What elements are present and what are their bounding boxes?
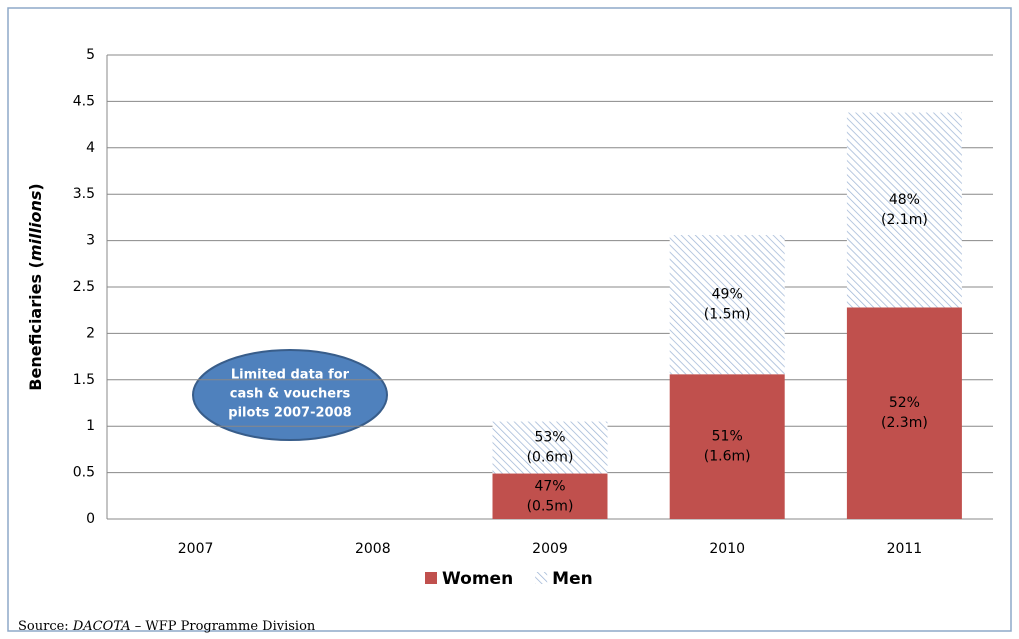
value-label-line: 48% (889, 192, 920, 208)
value-label-line: (1.5m) (704, 307, 751, 323)
value-label: 49% (1.5m) (704, 287, 751, 323)
y-tick-label: 3 (86, 233, 95, 249)
source-part: DACOTA (72, 619, 131, 634)
value-label-line: (0.5m) (527, 498, 574, 514)
legend-swatch (425, 572, 437, 584)
y-tick-label: 0 (86, 511, 95, 527)
bar-segment (846, 112, 962, 308)
value-label-line: 53% (534, 430, 565, 446)
value-label-line: 49% (712, 287, 743, 303)
value-label-line: 47% (534, 478, 565, 494)
bar-segment (669, 374, 785, 519)
source-part: Source: (18, 619, 73, 634)
value-label: 48% (2.1m) (881, 192, 928, 228)
legend-swatch (535, 572, 548, 584)
bar-segment (492, 473, 608, 519)
source: Source: DACOTA – WFP Programme Division (18, 619, 316, 634)
value-label-line: (2.3m) (881, 415, 928, 431)
x-tick-label: 2007 (178, 541, 214, 557)
y-label-part: millions (26, 191, 45, 262)
legend-label: Men (552, 569, 593, 589)
y-tick-label: 5 (86, 47, 95, 63)
bar-segment (846, 307, 962, 519)
value-label: 52% (2.3m) (881, 395, 928, 431)
x-tick-label: 2011 (887, 541, 923, 557)
annotation-bubble (192, 349, 388, 441)
value-label-line: (2.1m) (881, 212, 928, 228)
y-label-part: Beneficiaries ( (26, 261, 45, 391)
annotation-text: pilots 2007-2008 (228, 406, 351, 421)
value-label-line: 51% (712, 429, 743, 445)
y-label-part: ) (26, 183, 45, 190)
value-label: 53% (0.6m) (527, 430, 574, 466)
y-tick-label: 4 (86, 140, 95, 156)
x-tick-label: 2008 (355, 541, 391, 557)
value-label: 47% (0.5m) (527, 478, 574, 514)
y-tick-label: 4.5 (73, 93, 95, 109)
y-tick-label: 3.5 (73, 186, 95, 202)
source-part: – WFP Programme Division (131, 619, 316, 634)
bar-segment (492, 421, 608, 474)
value-label-line: (1.6m) (704, 449, 751, 465)
value-label-line: 52% (889, 395, 920, 411)
legend-label: Women (442, 569, 513, 589)
bar-segment (669, 235, 785, 375)
y-axis-label: Beneficiaries (millions) (26, 183, 45, 390)
y-tick-label: 1 (86, 418, 95, 434)
annotation-text: cash & vouchers (230, 387, 351, 402)
y-tick-label: 0.5 (73, 465, 95, 481)
y-tick-label: 2 (86, 325, 95, 341)
annotation-text: Limited data for (231, 368, 350, 383)
chart-frame (7, 7, 1012, 632)
x-tick-label: 2009 (532, 541, 568, 557)
y-tick-label: 2.5 (73, 279, 95, 295)
value-label: 51% (1.6m) (704, 429, 751, 465)
x-tick-label: 2010 (709, 541, 745, 557)
value-label-line: (0.6m) (527, 450, 574, 466)
y-tick-label: 1.5 (73, 372, 95, 388)
